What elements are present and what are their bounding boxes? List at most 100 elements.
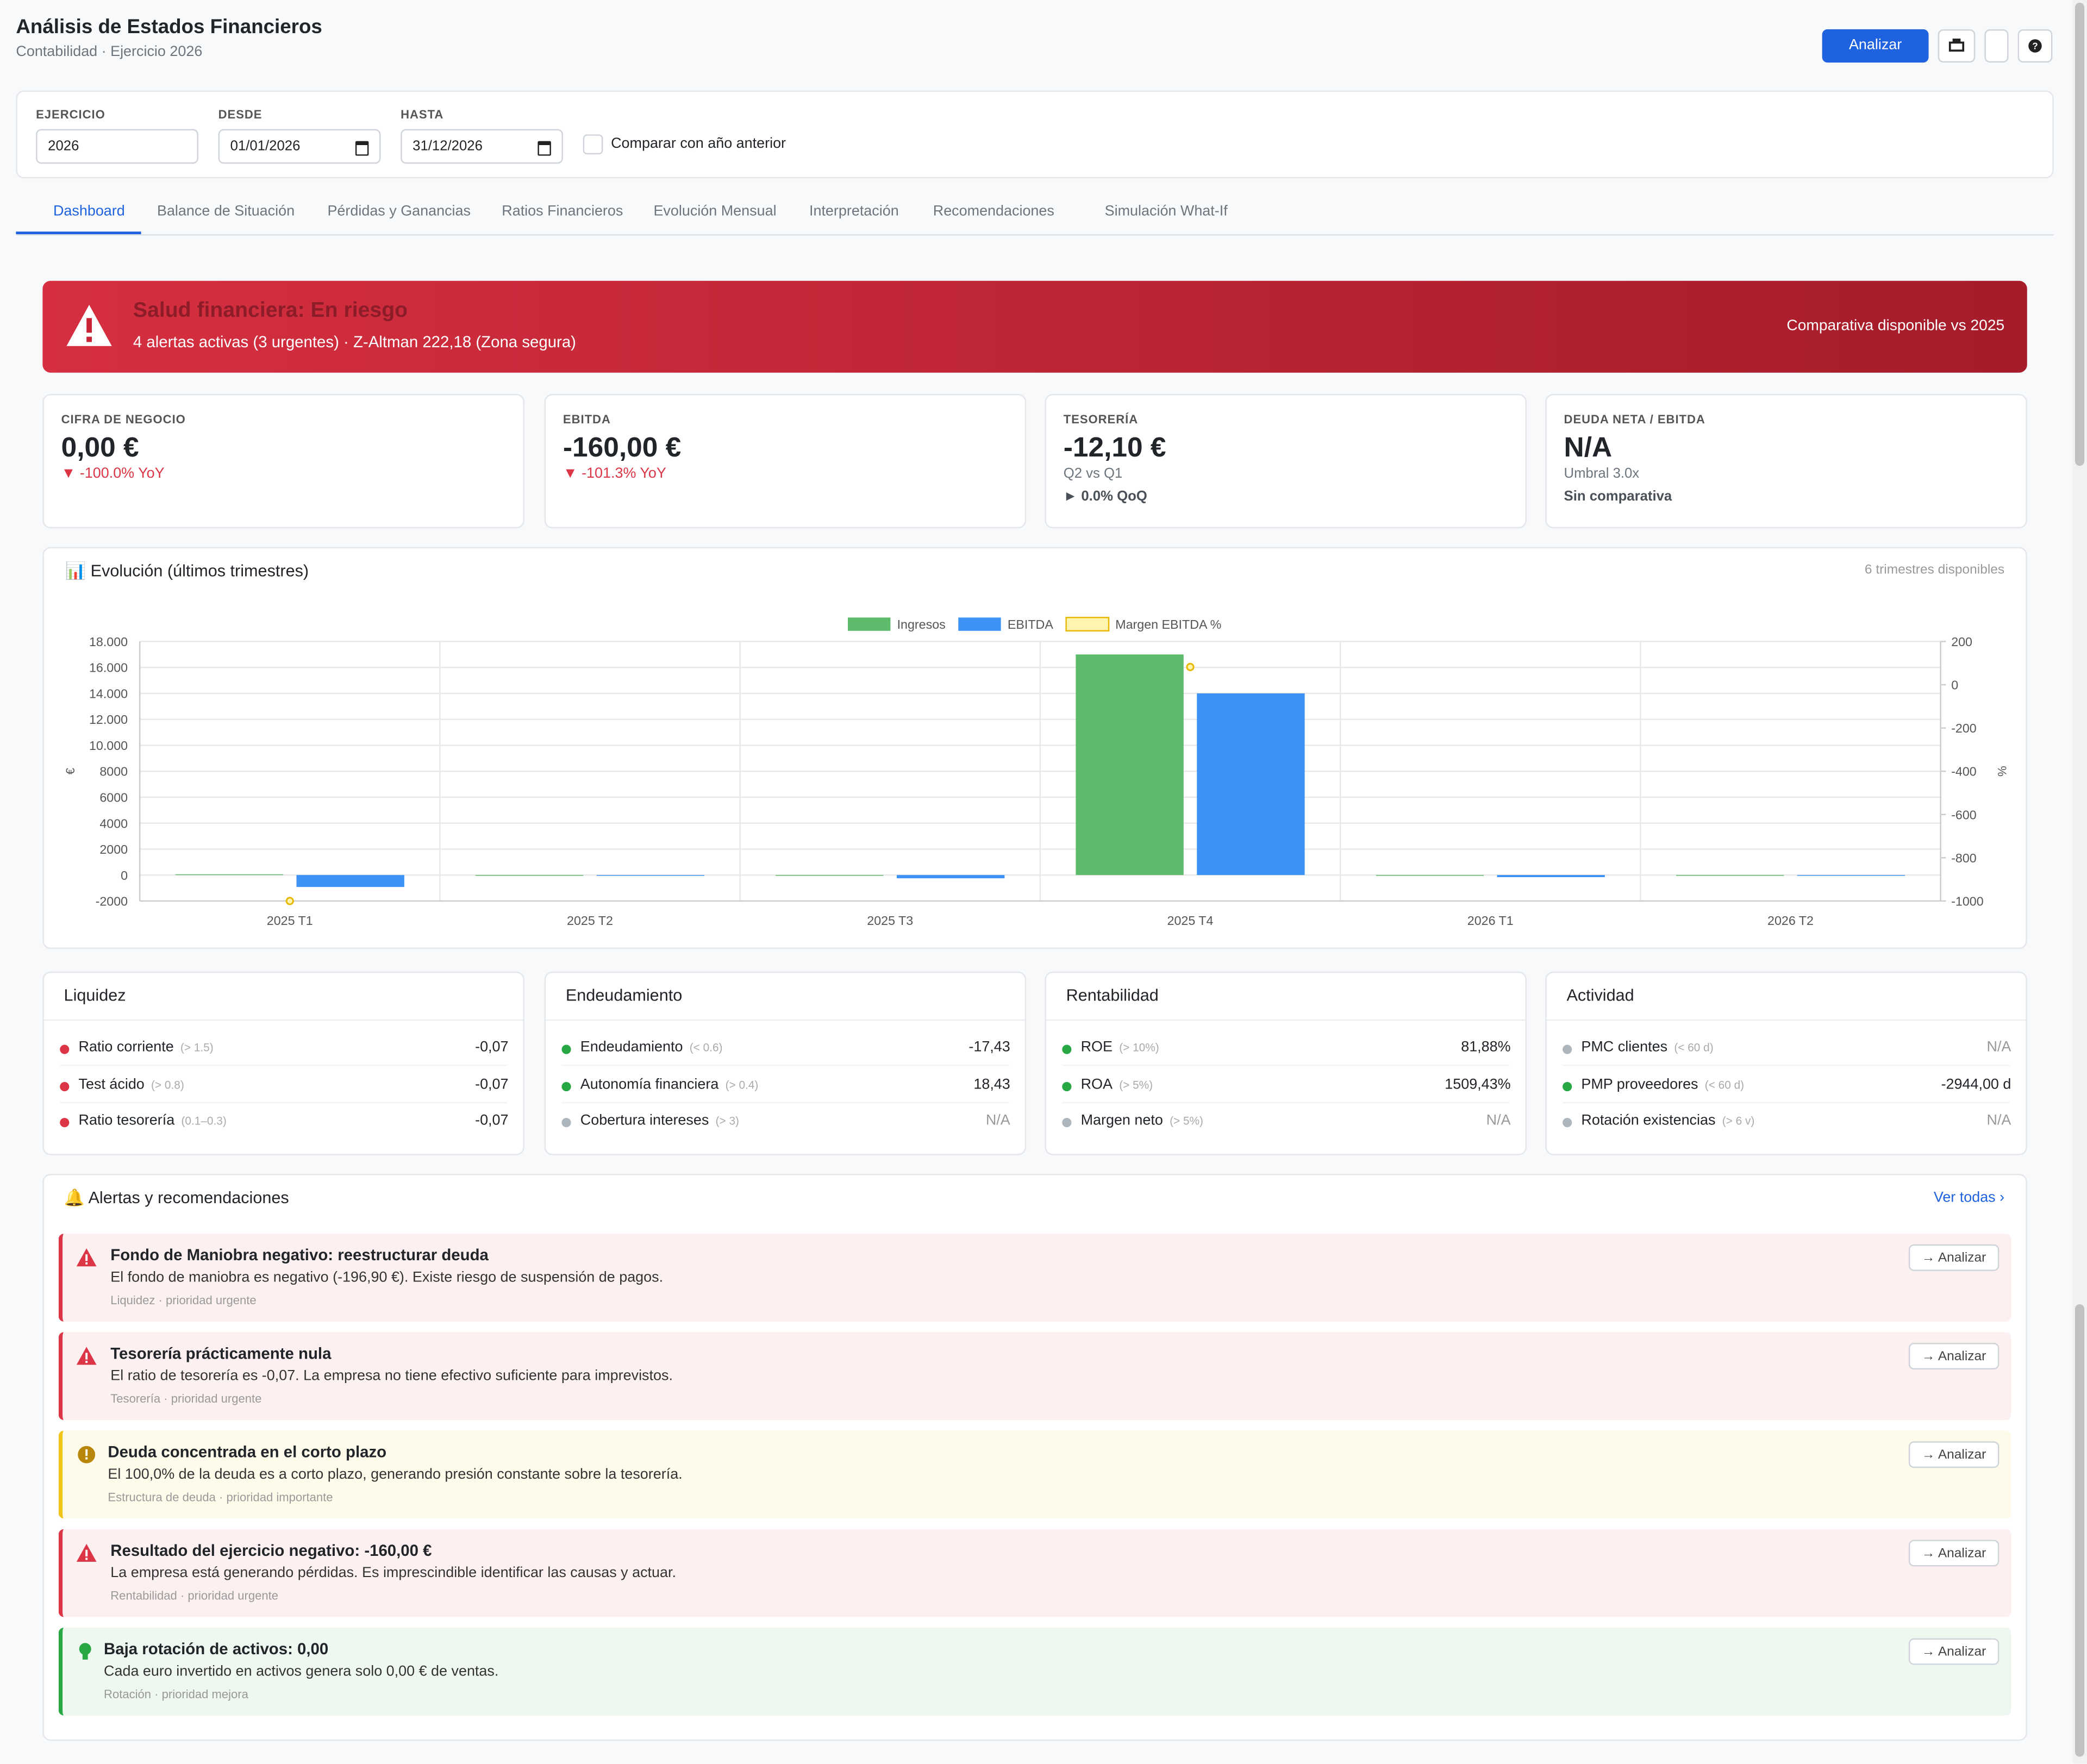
chart-title-text: Evolución (últimos trimestres) <box>90 561 309 580</box>
alert-text: La empresa está generando pérdidas. Es i… <box>110 1565 677 1581</box>
warning-icon <box>66 304 112 346</box>
y2-tick-label: 0 <box>1951 678 1958 692</box>
ratio-title: Rentabilidad <box>1066 986 1159 1005</box>
ratio-value: N/A <box>1486 1112 1511 1129</box>
bar <box>1197 693 1305 875</box>
print-button[interactable] <box>1938 29 1976 63</box>
ratio-threshold: (< 60 d) <box>1704 1077 1745 1091</box>
filter-input[interactable]: 01/01/2026 <box>218 129 381 164</box>
y2-tick-label: -400 <box>1951 765 1977 779</box>
page-title: Análisis de Estados Financieros <box>16 16 322 39</box>
ratio-threshold: (0.1–0.3) <box>181 1114 227 1128</box>
ratio-value: N/A <box>1986 1039 2011 1056</box>
ratio-label: Cobertura intereses <box>580 1112 709 1129</box>
chart-note: 6 trimestres disponibles <box>1864 562 2005 578</box>
bar <box>1497 875 1605 878</box>
tab[interactable]: Dashboard <box>53 203 125 220</box>
banner-note: Comparativa disponible vs 2025 <box>1786 318 2005 334</box>
y2-axis-label: % <box>1995 766 2009 777</box>
ratio-threshold: (> 1.5) <box>180 1041 214 1054</box>
x-tick-label: 2026 T1 <box>1467 914 1514 928</box>
analyze-button[interactable]: Analizar <box>1822 29 1929 63</box>
kpi-line: Sin comparativa <box>1564 488 1672 505</box>
ratio-value: -0,07 <box>475 1039 509 1056</box>
y-tick-label: 0 <box>121 868 128 883</box>
alert-action[interactable]: → Analizar <box>1908 1343 1999 1370</box>
kpi-label: DEUDA NETA / EBITDA <box>1564 412 1705 426</box>
alert-icon <box>76 1641 97 1662</box>
y-tick-label: 16.000 <box>89 661 128 675</box>
tab[interactable]: Evolución Mensual <box>653 203 777 220</box>
status-dot <box>1062 1118 1072 1128</box>
scrollbar-thumb[interactable] <box>2074 1304 2085 1757</box>
alert-item: Fondo de Maniobra negativo: reestructura… <box>58 1234 2011 1322</box>
y-tick-label: 18.000 <box>89 635 128 649</box>
kpi-value: 0,00 € <box>61 432 139 464</box>
help-button[interactable]: ? <box>2017 29 2053 63</box>
alert-text: El 100,0% de la deuda es a corto plazo, … <box>108 1466 683 1483</box>
alert-meta: Estructura de deuda · prioridad importan… <box>108 1490 333 1504</box>
ratio-name: Ratio tesorería (0.1–0.3) <box>78 1112 226 1128</box>
chart-card: 📊 Evolución (últimos trimestres) 6 trime… <box>42 547 2027 949</box>
tab[interactable]: Recomendaciones <box>933 203 1054 220</box>
margin-point <box>285 897 294 905</box>
ratio-value: -2944,00 d <box>1941 1076 2011 1092</box>
alerts-link[interactable]: Ver todas › <box>1933 1190 2005 1206</box>
ratio-name: Autonomía financiera (> 0.4) <box>580 1076 759 1092</box>
ratio-card: Endeudamiento Endeudamiento (< 0.6) -17,43 A… <box>544 971 1027 1155</box>
ratio-sep <box>1062 1065 1510 1066</box>
ratio-sep <box>60 1101 508 1103</box>
alert-action[interactable]: → Analizar <box>1908 1244 1999 1271</box>
kpi-line: Umbral 3.0x <box>1564 466 1640 482</box>
tab[interactable]: Ratios Financieros <box>502 203 623 220</box>
ratio-sep <box>1563 1065 2010 1066</box>
tab[interactable]: Interpretación <box>809 203 899 220</box>
alert-item: Resultado del ejercicio negativo: -160,0… <box>58 1529 2011 1617</box>
kpi-card: EBITDA -160,00 € ▼ -101.3% YoY <box>544 393 1027 529</box>
filter-input[interactable]: 2026 <box>36 129 198 164</box>
alert-item: Tesorería prácticamente nula El ratio de … <box>58 1332 2011 1421</box>
alert-action[interactable]: → Analizar <box>1908 1540 1999 1567</box>
legend-swatch <box>848 617 891 631</box>
compare-checkbox[interactable] <box>583 134 603 155</box>
ratio-value: 18,43 <box>973 1076 1010 1092</box>
chart: 18.000 16.000 14.000 12.000 10.000 8000 6000 40… <box>64 617 2009 928</box>
kpi-line: ▼ -101.3% YoY <box>563 466 666 482</box>
tab[interactable]: Simulación What-If <box>1104 203 1228 220</box>
alerts-link-text: Ver todas <box>1933 1190 1996 1206</box>
ratio-rule <box>1046 1019 1526 1021</box>
y2-tick-label: -800 <box>1951 851 1977 865</box>
legend-swatch <box>1065 617 1110 632</box>
alert-action[interactable]: → Analizar <box>1908 1441 1999 1468</box>
alert-meta: Tesorería · prioridad urgente <box>110 1392 262 1406</box>
ratio-label: Autonomía financiera <box>580 1076 719 1092</box>
ratio-threshold: (> 5%) <box>1170 1114 1203 1128</box>
filter-label: DESDE <box>218 108 263 121</box>
banner-text: 4 alertas activas (3 urgentes) · Z-Altma… <box>133 333 576 352</box>
tab[interactable]: Pérdidas y Ganancias <box>327 203 471 220</box>
svg-text:?: ? <box>2032 41 2038 52</box>
filter-input[interactable]: 31/12/2026 <box>401 129 563 164</box>
blank-button[interactable] <box>1984 29 2009 63</box>
ratio-label: Ratio corriente <box>78 1039 174 1056</box>
ratio-card: Rentabilidad ROE (> 10%) 81,88% ROA (> 5%) 150… <box>1045 971 1527 1155</box>
ratio-threshold: (> 10%) <box>1119 1041 1159 1054</box>
calendar-icon <box>355 141 369 156</box>
legend-label: EBITDA <box>1008 617 1053 631</box>
tab[interactable]: Balance de Situación <box>157 203 295 220</box>
alert-item: Baja rotación de activos: 0,00 Cada euro … <box>58 1628 2011 1716</box>
ratio-threshold: (> 0.4) <box>725 1077 759 1091</box>
scrollbar-thumb[interactable] <box>2074 2 2085 466</box>
kpi-value: N/A <box>1564 432 1613 464</box>
banner-title: Salud financiera: En riesgo <box>133 299 408 322</box>
alert-action[interactable]: → Analizar <box>1908 1638 1999 1665</box>
alert-icon <box>76 1346 97 1367</box>
alerts-title-text: Alertas y recomendaciones <box>88 1188 289 1208</box>
kpi-line: Q2 vs Q1 <box>1063 466 1123 482</box>
ratio-value: -0,07 <box>475 1112 509 1129</box>
y-tick-label: 4000 <box>99 816 128 830</box>
filter-value: 2026 <box>48 138 79 155</box>
ratio-label: ROA <box>1080 1076 1113 1092</box>
ratio-threshold: (> 3) <box>715 1114 739 1128</box>
